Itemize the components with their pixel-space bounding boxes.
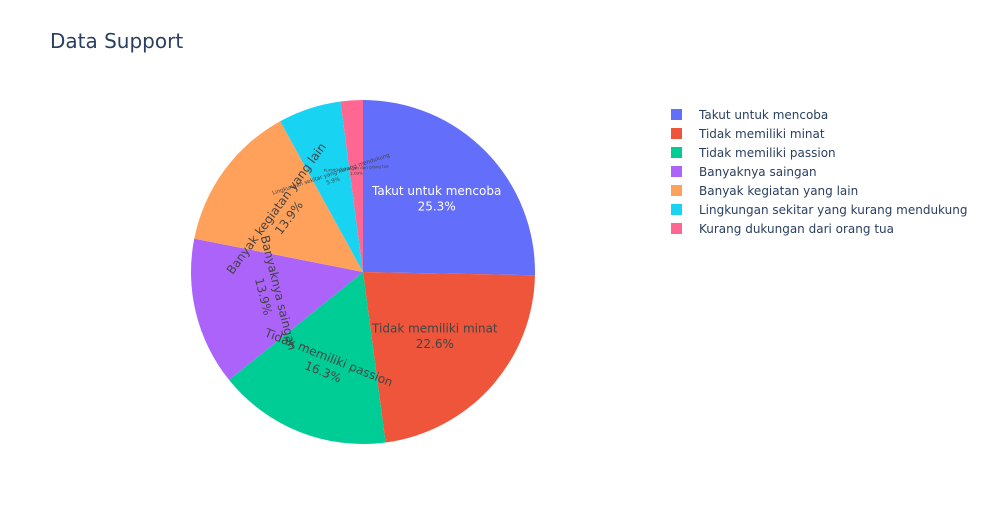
legend-swatch <box>671 204 682 215</box>
legend-swatch <box>671 109 682 120</box>
legend-swatch <box>671 147 682 158</box>
legend-item-lingkungan-sekitar-yang-kurang-mendukung[interactable]: Lingkungan sekitar yang kurang mendukung <box>668 200 967 219</box>
legend-item-tidak-memiliki-passion[interactable]: Tidak memiliki passion <box>668 143 967 162</box>
legend-item-takut-untuk-mencoba[interactable]: Takut untuk mencoba <box>668 105 967 124</box>
legend-item-tidak-memiliki-minat[interactable]: Tidak memiliki minat <box>668 124 967 143</box>
pie-slice-banyak-kegiatan-yang-lain[interactable] <box>194 121 363 272</box>
pie-slice-takut-untuk-mencoba[interactable] <box>363 100 536 276</box>
legend-label: Kurang dukungan dari orang tua <box>699 221 894 236</box>
legend-item-banyak-kegiatan-yang-lain[interactable]: Banyak kegiatan yang lain <box>668 181 967 200</box>
legend-item-banyaknya-saingan[interactable]: Banyaknya saingan <box>668 162 967 181</box>
legend-swatch <box>671 166 682 177</box>
slice-name-label: Tidak memiliki minat <box>371 322 498 336</box>
pie-slice-tidak-memiliki-minat[interactable] <box>363 272 535 443</box>
slice-percent-label: 5.9% <box>326 176 341 186</box>
legend: Takut untuk mencoba Tidak memiliki minat T… <box>668 105 967 238</box>
legend-label: Banyak kegiatan yang lain <box>699 183 859 198</box>
legend-item-kurang-dukungan-dari-orang-tua[interactable]: Kurang dukungan dari orang tua <box>668 219 967 238</box>
legend-label: Tidak memiliki minat <box>699 126 825 141</box>
pie-slice-tidak-memiliki-passion[interactable] <box>229 272 386 444</box>
chart-title: Data Support <box>50 29 184 53</box>
pie-slice-banyaknya-saingan[interactable] <box>191 238 363 380</box>
slice-percent-label: 2.09% <box>350 170 363 176</box>
legend-label: Tidak memiliki passion <box>699 145 836 160</box>
pie-slice-kurang-dukungan-dari-orang-tua[interactable] <box>340 100 363 272</box>
legend-label: Lingkungan sekitar yang kurang mendukung <box>699 202 968 217</box>
slice-percent-label: 25.3% <box>418 200 456 214</box>
slice-label-takut-untuk-mencoba: Takut untuk mencoba 25.3% <box>371 184 501 214</box>
pie-slice-lingkungan-sekitar-yang-kurang-mendukung[interactable] <box>280 101 363 272</box>
slice-name-label: Takut untuk mencoba <box>371 184 501 198</box>
legend-swatch <box>671 223 682 234</box>
slice-percent-label: 22.6% <box>416 337 454 351</box>
legend-label: Takut untuk mencoba <box>699 107 829 122</box>
slice-name-label: Kurang dukungan dari orang tua <box>324 163 390 172</box>
legend-swatch <box>671 185 682 196</box>
legend-label: Banyaknya saingan <box>699 164 817 179</box>
legend-swatch <box>671 128 682 139</box>
